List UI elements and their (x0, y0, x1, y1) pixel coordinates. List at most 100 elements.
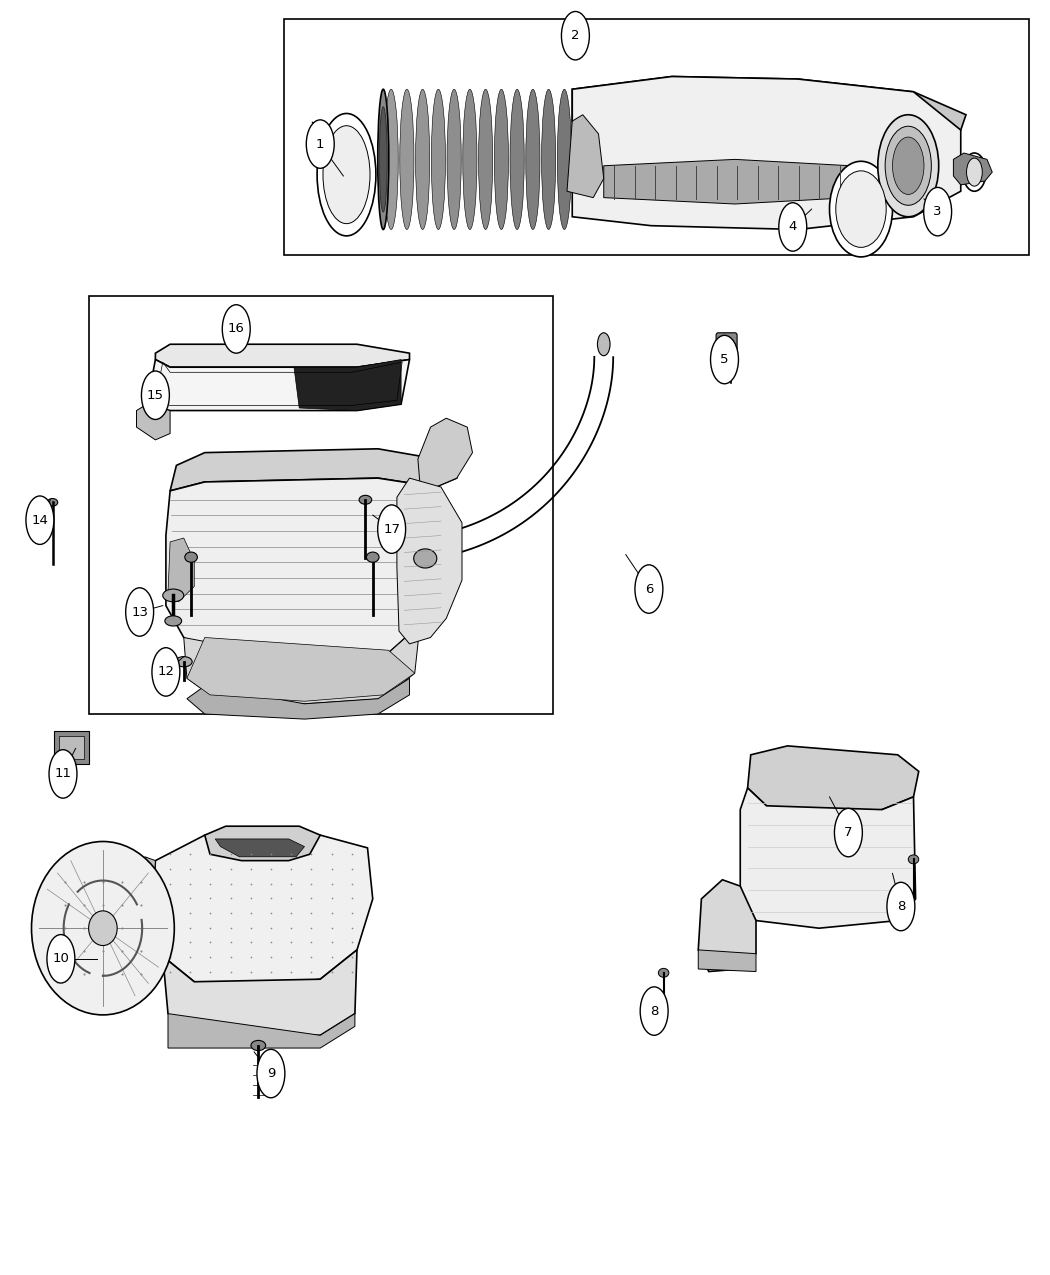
Ellipse shape (892, 138, 924, 195)
Ellipse shape (495, 89, 508, 230)
Ellipse shape (163, 589, 184, 602)
Text: 9: 9 (267, 1067, 275, 1080)
Ellipse shape (323, 126, 370, 223)
Ellipse shape (307, 120, 334, 168)
Ellipse shape (885, 126, 931, 205)
FancyBboxPatch shape (59, 736, 84, 759)
Ellipse shape (887, 882, 915, 931)
Ellipse shape (463, 89, 477, 230)
Text: 6: 6 (645, 583, 653, 595)
Polygon shape (215, 839, 304, 857)
Ellipse shape (185, 552, 197, 562)
Polygon shape (147, 360, 410, 411)
Ellipse shape (47, 935, 75, 983)
Ellipse shape (558, 89, 571, 230)
Circle shape (88, 910, 118, 946)
Text: 8: 8 (650, 1005, 658, 1017)
Ellipse shape (379, 107, 387, 212)
Polygon shape (572, 76, 961, 230)
Text: 17: 17 (383, 523, 400, 536)
Ellipse shape (510, 89, 524, 230)
Ellipse shape (658, 969, 669, 977)
Ellipse shape (366, 552, 379, 562)
Polygon shape (604, 159, 851, 204)
Ellipse shape (967, 158, 983, 186)
Polygon shape (397, 478, 462, 644)
Ellipse shape (640, 987, 668, 1035)
Polygon shape (294, 360, 401, 411)
Ellipse shape (908, 854, 919, 864)
Text: 16: 16 (228, 323, 245, 335)
Ellipse shape (26, 496, 54, 544)
Text: 12: 12 (158, 666, 174, 678)
Polygon shape (740, 788, 916, 928)
Text: 13: 13 (131, 606, 148, 618)
FancyBboxPatch shape (716, 333, 737, 366)
Polygon shape (187, 678, 410, 719)
Ellipse shape (635, 565, 663, 613)
Text: 8: 8 (897, 900, 905, 913)
Ellipse shape (835, 808, 862, 857)
Ellipse shape (414, 548, 437, 569)
Ellipse shape (830, 162, 892, 258)
Ellipse shape (142, 371, 169, 419)
Ellipse shape (223, 305, 250, 353)
Text: 7: 7 (844, 826, 853, 839)
Ellipse shape (597, 333, 610, 356)
Ellipse shape (416, 89, 429, 230)
Ellipse shape (400, 89, 414, 230)
Ellipse shape (447, 89, 461, 230)
FancyBboxPatch shape (54, 731, 89, 764)
Polygon shape (166, 478, 441, 660)
Text: 10: 10 (52, 952, 69, 965)
Text: 14: 14 (32, 514, 48, 527)
Polygon shape (168, 538, 194, 602)
Ellipse shape (175, 657, 192, 667)
Polygon shape (155, 344, 410, 367)
Polygon shape (187, 638, 415, 701)
Polygon shape (136, 404, 170, 440)
Text: 15: 15 (147, 389, 164, 402)
Polygon shape (168, 1014, 355, 1048)
Ellipse shape (779, 203, 806, 251)
Ellipse shape (378, 89, 388, 230)
Text: 5: 5 (720, 353, 729, 366)
Text: 1: 1 (316, 138, 324, 150)
Ellipse shape (359, 496, 372, 505)
Ellipse shape (479, 89, 492, 230)
Ellipse shape (542, 89, 555, 230)
Ellipse shape (878, 115, 939, 217)
Ellipse shape (836, 171, 886, 247)
Polygon shape (698, 950, 756, 972)
Bar (284, 19, 1029, 255)
Polygon shape (698, 880, 756, 972)
Polygon shape (136, 857, 155, 921)
Polygon shape (572, 76, 966, 130)
Text: 2: 2 (571, 29, 580, 42)
Ellipse shape (165, 616, 182, 626)
Ellipse shape (963, 153, 986, 191)
Polygon shape (953, 153, 992, 185)
Polygon shape (567, 115, 604, 198)
Polygon shape (748, 746, 919, 813)
Polygon shape (205, 826, 320, 861)
Polygon shape (184, 625, 420, 704)
Text: 4: 4 (789, 221, 797, 233)
Bar (89, 296, 553, 714)
Ellipse shape (378, 505, 405, 553)
Polygon shape (418, 418, 472, 487)
Ellipse shape (526, 89, 540, 230)
Ellipse shape (711, 335, 738, 384)
Ellipse shape (47, 499, 58, 506)
Ellipse shape (257, 1049, 285, 1098)
Circle shape (32, 842, 174, 1015)
Ellipse shape (251, 1040, 266, 1051)
Text: 11: 11 (55, 768, 71, 780)
Ellipse shape (924, 187, 951, 236)
Ellipse shape (432, 89, 445, 230)
Text: 3: 3 (933, 205, 942, 218)
Polygon shape (163, 950, 357, 1035)
Ellipse shape (126, 588, 153, 636)
Ellipse shape (152, 648, 180, 696)
Ellipse shape (317, 113, 376, 236)
